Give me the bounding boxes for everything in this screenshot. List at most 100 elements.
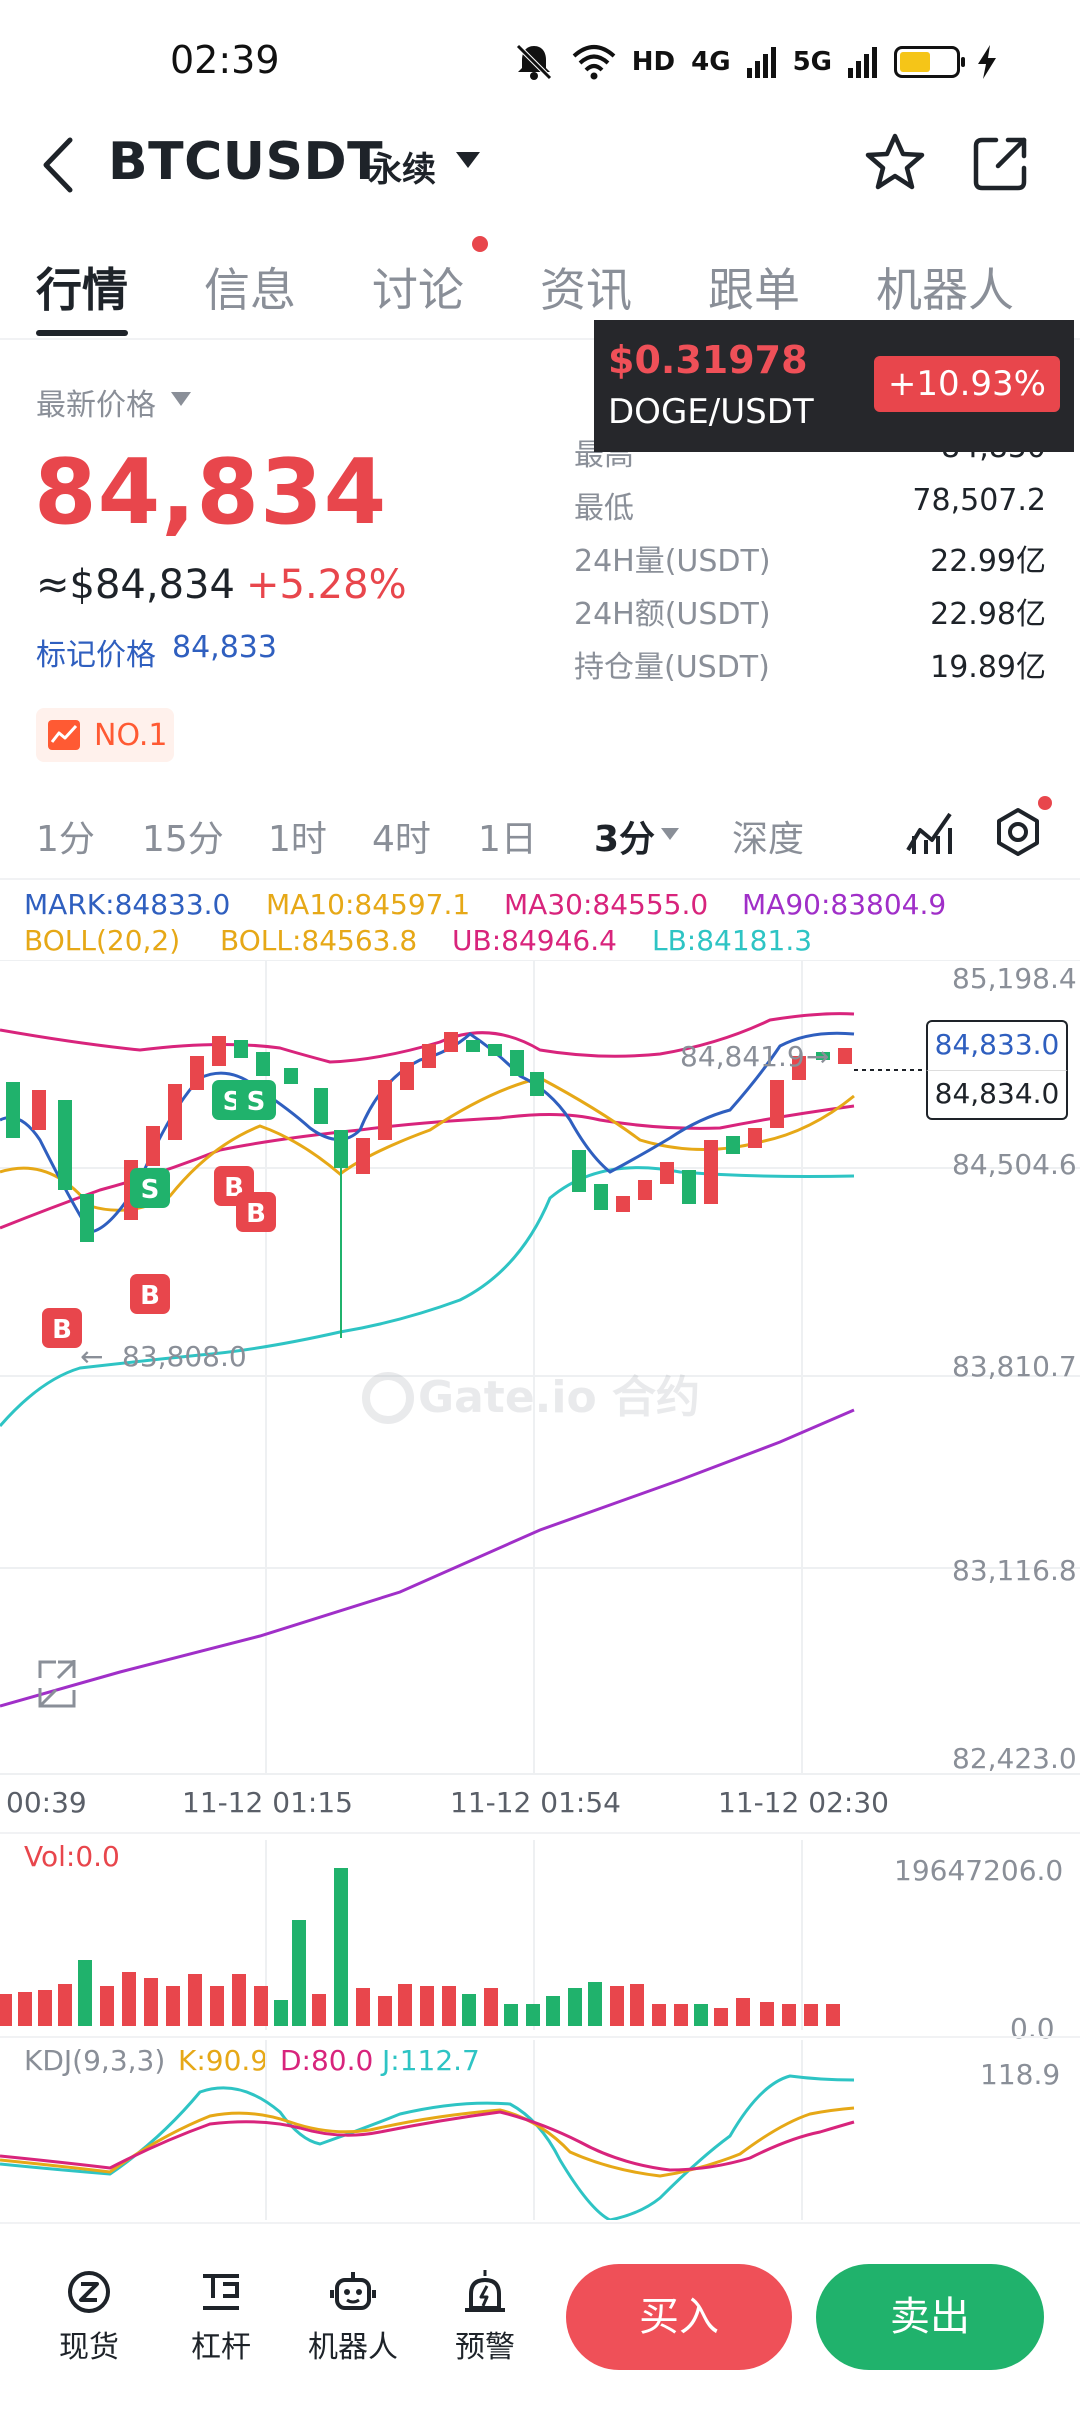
share-icon[interactable] — [970, 132, 1032, 194]
stat-low: 最低 78,507.2 — [574, 483, 1046, 526]
interval-15m[interactable]: 15分 — [142, 819, 224, 860]
ma90-line — [0, 1408, 855, 1708]
divider — [0, 1832, 1080, 1834]
x-tick: 11-12 02:30 — [718, 1786, 889, 1819]
nav-spot[interactable]: 现货 — [34, 2268, 144, 2366]
boll-lower-line — [0, 1166, 855, 1427]
indicator-icon[interactable] — [904, 806, 956, 858]
volume-chart — [0, 1840, 840, 2030]
tab-info[interactable]: 信息 — [204, 263, 296, 317]
back-icon[interactable] — [30, 130, 90, 200]
caret-down-icon[interactable] — [170, 390, 192, 408]
caret-down-icon[interactable] — [660, 826, 680, 842]
high-annotation: 84,841.9 — [680, 1040, 805, 1073]
kdj-d-line — [0, 2110, 855, 2172]
interval-1h[interactable]: 1时 — [268, 819, 327, 860]
signal-icon — [746, 47, 776, 78]
margin-icon — [203, 2274, 239, 2310]
interval-4h[interactable]: 4时 — [372, 819, 431, 860]
nav-bots[interactable]: 机器人 — [298, 2268, 408, 2366]
legend-ma30: MA30:84555.0 — [504, 888, 709, 921]
mark-price-label: 标记价格 — [36, 638, 156, 673]
expand-icon — [38, 1660, 76, 1708]
floating-ticker[interactable]: $0.31978 DOGE/USDT +10.93% — [594, 320, 1074, 452]
tab-discussion[interactable]: 讨论 — [372, 263, 464, 317]
trend-chart-icon — [48, 720, 80, 750]
tab-copy-trading[interactable]: 跟单 — [708, 263, 800, 317]
svg-text:B: B — [52, 1315, 72, 1345]
4g-badge: 4G — [691, 47, 731, 77]
kdj-chart — [0, 2040, 855, 2220]
usd-price: ≈$84,834 — [36, 562, 235, 608]
svg-text:S: S — [141, 1175, 160, 1205]
kdj-j: J:112.7 — [382, 2044, 480, 2077]
svg-text:S: S — [247, 1087, 266, 1117]
last-price: 84,834 — [34, 440, 388, 545]
kdj-d: D:80.0 — [280, 2044, 374, 2077]
watermark: Gate.io 合约 — [362, 1372, 700, 1424]
tab-market[interactable]: 行情 — [36, 263, 128, 317]
svg-text:B: B — [246, 1199, 266, 1229]
tab-bots[interactable]: 机器人 — [876, 263, 1014, 317]
tab-bar: 行情 信息 讨论 资讯 跟单 机器人 — [0, 240, 1080, 340]
buy-button[interactable]: 买入 — [566, 2264, 792, 2370]
x-tick: 11-12 01:54 — [450, 1786, 621, 1819]
signal-icon — [848, 47, 877, 78]
last-price-tag: 84,834.0 — [926, 1070, 1068, 1120]
tab-depth[interactable]: 深度 — [732, 819, 805, 860]
sell-button[interactable]: 卖出 — [816, 2264, 1044, 2370]
legend-ma90: MA90:83804.9 — [742, 888, 947, 921]
sell-marker: S — [236, 1080, 276, 1120]
svg-text:Gate.io 合约: Gate.io 合约 — [418, 1372, 700, 1423]
kdj-j-line — [0, 2074, 855, 2220]
status-time: 02:39 — [170, 38, 280, 82]
sell-marker: S — [130, 1168, 170, 1208]
settings-icon[interactable] — [992, 806, 1044, 858]
volume-bars — [0, 1868, 840, 2026]
y-tick: 85,198.4 — [952, 962, 1077, 995]
y-tick: 83,116.8 — [952, 1554, 1077, 1587]
x-tick: 00:39 — [6, 1786, 87, 1819]
kdj-k: K:90.9 — [178, 2044, 269, 2077]
caret-down-icon[interactable] — [454, 148, 482, 172]
alert-icon — [465, 2270, 505, 2312]
legend-boll: BOLL(20,2) — [24, 924, 181, 957]
spot-icon — [68, 2271, 110, 2313]
legend-ub: UB:84946.4 — [452, 924, 617, 957]
interval-1d[interactable]: 1日 — [478, 819, 537, 860]
star-icon[interactable] — [862, 130, 928, 196]
battery-icon — [894, 46, 965, 78]
candlestick-chart[interactable]: Gate.io 合约 — [0, 960, 1080, 1780]
legend-mark: MARK:84833.0 — [24, 888, 231, 921]
stat-open-interest: 持仓量(USDT) 19.89亿 — [574, 650, 1046, 685]
x-tick: 11-12 01:15 — [182, 1786, 353, 1819]
ticker-price: $0.31978 — [608, 338, 808, 382]
mark-line — [0, 1031, 855, 1234]
robot-icon — [330, 2272, 376, 2310]
kdj-max-tick: 118.9 — [980, 2058, 1061, 2091]
header: BTCUSDT 永续 — [0, 120, 1080, 210]
trade-markers: B B S S S B B — [42, 1080, 276, 1348]
legend-boll-mid: BOLL:84563.8 — [220, 924, 418, 957]
pair-title[interactable]: BTCUSDT — [108, 132, 384, 192]
kdj-k-line — [0, 2106, 855, 2178]
rank-badge[interactable]: NO.1 — [36, 708, 174, 762]
interval-bar: 1分 15分 1时 4时 1日 3分 深度 — [0, 796, 1080, 876]
mark-price-value: 84,833 — [172, 630, 277, 665]
boll-upper-line — [0, 1012, 855, 1064]
notification-dot — [1038, 796, 1052, 810]
interval-3m[interactable]: 3分 — [594, 819, 656, 860]
kdj-legend: KDJ(9,3,3) — [24, 2044, 166, 2077]
y-tick: 84,504.6 — [952, 1148, 1077, 1181]
nav-margin[interactable]: 杠杆 — [166, 2268, 276, 2366]
svg-text:→: → — [806, 1040, 829, 1073]
divider — [0, 878, 1080, 880]
tab-news[interactable]: 资讯 — [540, 263, 632, 317]
mute-icon — [516, 44, 552, 80]
contract-type[interactable]: 永续 — [368, 150, 436, 190]
hd-badge: HD — [631, 47, 676, 77]
last-price-label[interactable]: 最新价格 — [36, 388, 156, 423]
interval-1m[interactable]: 1分 — [36, 819, 95, 860]
y-tick: 82,423.0 — [952, 1742, 1077, 1775]
nav-alerts[interactable]: 预警 — [430, 2268, 540, 2366]
